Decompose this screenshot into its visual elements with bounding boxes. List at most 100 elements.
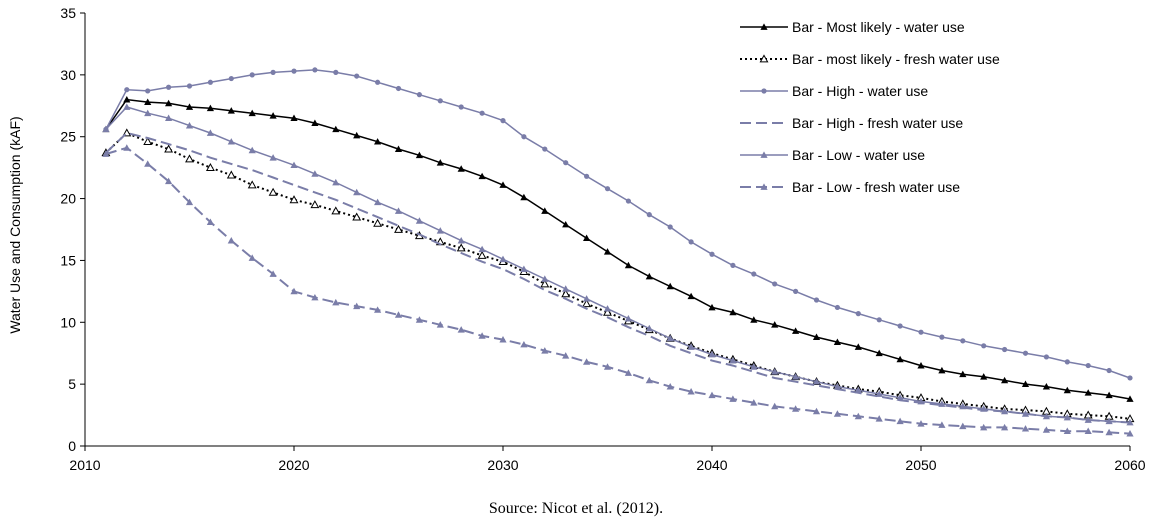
data-point bbox=[709, 251, 715, 257]
data-point bbox=[624, 314, 632, 322]
data-point bbox=[646, 212, 652, 218]
data-point bbox=[289, 195, 299, 204]
data-point bbox=[645, 324, 653, 332]
data-point bbox=[875, 390, 883, 397]
data-point bbox=[248, 146, 256, 154]
data-point bbox=[291, 68, 297, 74]
data-point bbox=[227, 237, 235, 244]
data-point bbox=[687, 387, 695, 395]
data-point bbox=[290, 287, 298, 295]
data-point bbox=[206, 129, 214, 136]
data-point bbox=[1105, 428, 1113, 436]
data-point bbox=[1021, 380, 1030, 388]
legend-entry: Bar - Low - water use bbox=[740, 147, 925, 163]
data-point bbox=[499, 336, 507, 343]
data-point bbox=[270, 69, 276, 75]
data-point bbox=[165, 177, 173, 185]
data-point bbox=[1126, 395, 1134, 402]
data-point bbox=[1106, 367, 1112, 374]
y-tick-label: 20 bbox=[60, 191, 76, 207]
data-point bbox=[333, 69, 339, 75]
data-point bbox=[771, 402, 779, 410]
data-point bbox=[269, 270, 277, 277]
data-point bbox=[938, 366, 946, 374]
data-point bbox=[207, 79, 213, 85]
data-point bbox=[144, 109, 152, 117]
data-point bbox=[269, 112, 277, 119]
data-point bbox=[772, 281, 778, 287]
data-point bbox=[562, 352, 570, 359]
data-point bbox=[394, 311, 403, 318]
data-point bbox=[1002, 346, 1008, 353]
legend-entry: Bar - High - fresh water use bbox=[740, 115, 963, 131]
y-tick-label: 0 bbox=[68, 438, 76, 454]
data-point bbox=[478, 332, 486, 339]
data-point bbox=[520, 265, 528, 272]
data-point bbox=[521, 134, 527, 140]
data-point bbox=[980, 373, 988, 380]
data-point bbox=[458, 104, 464, 110]
data-point bbox=[331, 206, 341, 215]
data-point bbox=[687, 292, 695, 300]
data-point bbox=[771, 368, 779, 375]
data-point bbox=[416, 92, 422, 98]
data-point bbox=[310, 200, 320, 209]
data-point bbox=[332, 298, 340, 306]
legend-label: Bar - High - water use bbox=[792, 83, 928, 99]
series-layer bbox=[101, 67, 1135, 437]
y-tick-label: 25 bbox=[60, 129, 76, 145]
data-point bbox=[751, 271, 757, 277]
data-point bbox=[457, 326, 465, 333]
data-point bbox=[248, 109, 256, 117]
series-5 bbox=[102, 103, 1134, 426]
data-point bbox=[332, 178, 340, 186]
data-point bbox=[1042, 412, 1050, 420]
data-point bbox=[583, 358, 591, 365]
data-point bbox=[938, 421, 946, 428]
data-point bbox=[730, 262, 736, 268]
data-point bbox=[164, 144, 174, 153]
data-point bbox=[436, 159, 444, 166]
data-point bbox=[938, 400, 946, 407]
y-tick-label: 15 bbox=[60, 252, 76, 268]
data-point bbox=[792, 327, 800, 334]
data-point bbox=[144, 98, 152, 105]
data-point bbox=[123, 144, 131, 151]
data-point bbox=[249, 72, 255, 78]
data-point bbox=[562, 220, 570, 228]
data-point bbox=[186, 83, 193, 89]
data-point bbox=[666, 383, 674, 390]
data-point bbox=[226, 170, 236, 179]
data-point bbox=[854, 386, 862, 394]
data-point bbox=[1022, 350, 1029, 356]
data-point bbox=[394, 207, 403, 214]
data-point bbox=[1043, 354, 1049, 360]
data-point bbox=[980, 423, 988, 431]
series-line bbox=[105, 146, 1131, 435]
data-point bbox=[625, 198, 632, 204]
data-point bbox=[917, 361, 925, 369]
data-point bbox=[1084, 427, 1092, 435]
data-point bbox=[290, 114, 298, 122]
data-point bbox=[312, 67, 318, 73]
series-2 bbox=[101, 128, 1135, 423]
data-point bbox=[645, 272, 653, 280]
data-point bbox=[875, 349, 883, 357]
data-point bbox=[603, 363, 612, 370]
data-point bbox=[687, 343, 695, 350]
data-point bbox=[939, 334, 945, 340]
data-point bbox=[268, 187, 278, 196]
legend-entry: Bar - most likely - fresh water use bbox=[740, 51, 1000, 67]
data-point bbox=[1085, 362, 1091, 369]
data-point bbox=[124, 87, 130, 93]
data-point bbox=[477, 250, 487, 259]
data-point bbox=[123, 103, 131, 110]
y-tick-label: 35 bbox=[60, 5, 76, 21]
data-point bbox=[980, 405, 988, 412]
legend-marker bbox=[759, 54, 769, 63]
data-point bbox=[457, 237, 465, 244]
data-point bbox=[833, 338, 841, 345]
data-point bbox=[1001, 376, 1009, 384]
data-point bbox=[478, 172, 486, 180]
data-point bbox=[1084, 389, 1092, 396]
